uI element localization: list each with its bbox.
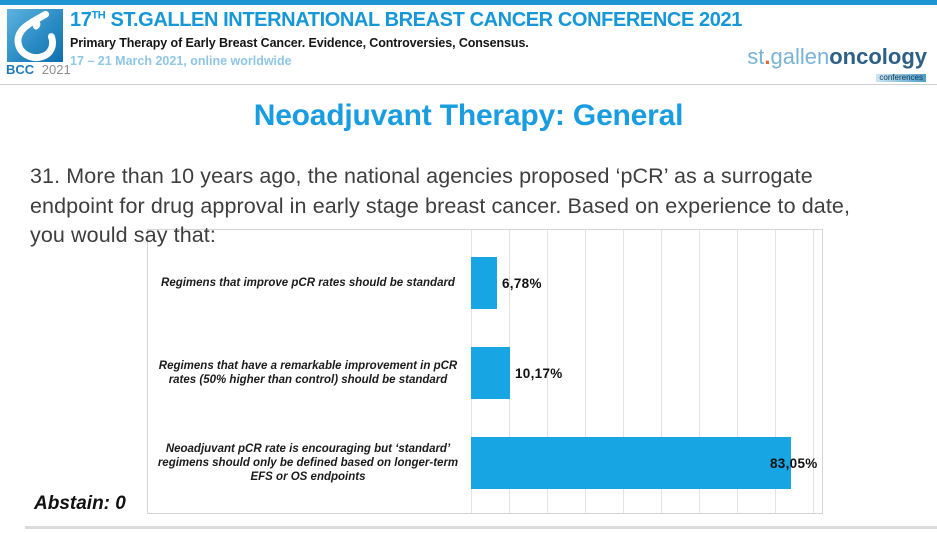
- conference-title: 17TH ST.GALLEN INTERNATIONAL BREAST CANC…: [70, 9, 742, 31]
- brand-wordmark: st.gallenoncology: [747, 44, 927, 69]
- abstain-count: Abstain: 0: [34, 493, 126, 514]
- bcc-text: BCC: [6, 62, 35, 77]
- poll-question: 31. More than 10 years ago, the national…: [30, 164, 851, 247]
- bcc-year: 2021: [41, 62, 71, 77]
- drop-icon: [7, 10, 63, 66]
- value-label: 10,17%: [515, 365, 563, 381]
- bcc-logo: [7, 9, 63, 62]
- stgallen-oncology-logo: st.gallenoncology conferences: [747, 46, 927, 84]
- top-accent-strip: [0, 0, 937, 5]
- gridline: [775, 230, 776, 513]
- category-label: Neoadjuvant pCR rate is encouraging but …: [157, 443, 459, 483]
- gridline: [813, 230, 814, 513]
- bar: [471, 347, 510, 399]
- conference-header: 17TH ST.GALLEN INTERNATIONAL BREAST CANC…: [70, 9, 742, 68]
- gridline: [547, 230, 548, 513]
- gridline: [737, 230, 738, 513]
- conference-dates: 17 – 21 March 2021, online worldwide: [70, 54, 292, 68]
- category-label: Regimens that improve pCR rates should b…: [161, 277, 455, 289]
- category-label: Regimens that have a remarkable improvem…: [158, 360, 458, 386]
- bottom-divider: [25, 526, 937, 529]
- poll-bar-chart: Regimens that improve pCR rates should b…: [147, 229, 823, 514]
- bar: [471, 437, 791, 489]
- value-label: 6,78%: [502, 275, 542, 291]
- bar: [471, 257, 497, 309]
- slide-title: Neoadjuvant Therapy: General: [253, 99, 684, 132]
- gridline: [585, 230, 586, 513]
- brand-conferences-badge: conferences: [876, 74, 926, 82]
- gridline: [623, 230, 624, 513]
- bcc-logo-caption: BCC 2021: [6, 62, 71, 77]
- gridline: [661, 230, 662, 513]
- value-label: 83,05%: [770, 455, 818, 471]
- conference-subtitle: Primary Therapy of Early Breast Cancer. …: [70, 36, 529, 50]
- gridline: [699, 230, 700, 513]
- header-divider: [0, 84, 937, 85]
